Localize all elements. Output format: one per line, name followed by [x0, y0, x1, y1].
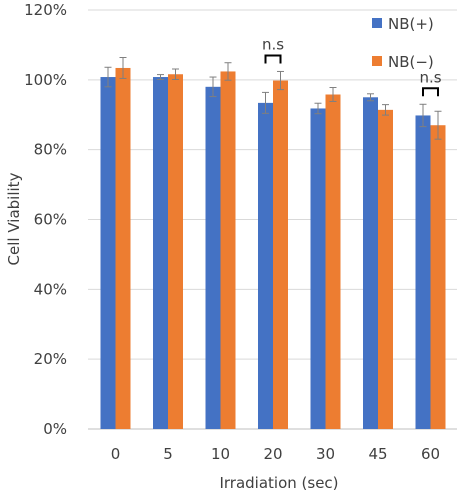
bar [430, 125, 446, 429]
y-tick-label: 120% [24, 1, 67, 19]
y-axis-title: Cell Viability [5, 172, 23, 265]
bar [115, 67, 131, 429]
annotations: n.s n.s [262, 35, 442, 97]
x-axis-ticks: 0 5 10 20 30 45 60 [111, 445, 440, 463]
legend: NB(+) NB(−) [372, 15, 434, 71]
bars [100, 67, 446, 430]
x-tick-label: 10 [211, 445, 230, 463]
y-tick-label: 40% [34, 280, 67, 298]
bar [168, 74, 183, 429]
bar [325, 94, 341, 429]
error-bars [104, 56, 442, 140]
significance-bracket [422, 87, 439, 97]
y-tick-label: 60% [34, 211, 67, 229]
significance-label: n.s [262, 35, 284, 53]
legend-label: NB(−) [388, 53, 434, 71]
bar [220, 71, 236, 429]
legend-swatch [372, 18, 382, 28]
x-axis-title: Irradiation (sec) [219, 474, 338, 492]
y-tick-label: 80% [34, 141, 67, 159]
bar [100, 77, 116, 429]
y-tick-label: 0% [43, 420, 67, 438]
bar [310, 108, 326, 429]
significance-bracket [264, 54, 282, 64]
x-tick-label: 45 [368, 445, 387, 463]
bar [363, 97, 378, 430]
x-tick-label: 60 [421, 445, 440, 463]
y-axis-ticks: 0% 20% 40% 60% 80% 100% 120% [24, 1, 67, 438]
bar [378, 109, 393, 429]
x-tick-label: 5 [163, 445, 173, 463]
x-tick-label: 20 [263, 445, 282, 463]
x-tick-label: 30 [316, 445, 335, 463]
y-tick-label: 100% [24, 71, 67, 89]
significance-label: n.s [419, 68, 441, 86]
bar [205, 86, 221, 430]
legend-label: NB(+) [388, 15, 434, 33]
y-tick-label: 20% [34, 350, 67, 368]
bar [273, 80, 288, 429]
bar [153, 77, 168, 429]
legend-swatch [372, 56, 382, 66]
x-tick-label: 0 [111, 445, 121, 463]
bar [415, 115, 431, 429]
bar [258, 102, 273, 430]
